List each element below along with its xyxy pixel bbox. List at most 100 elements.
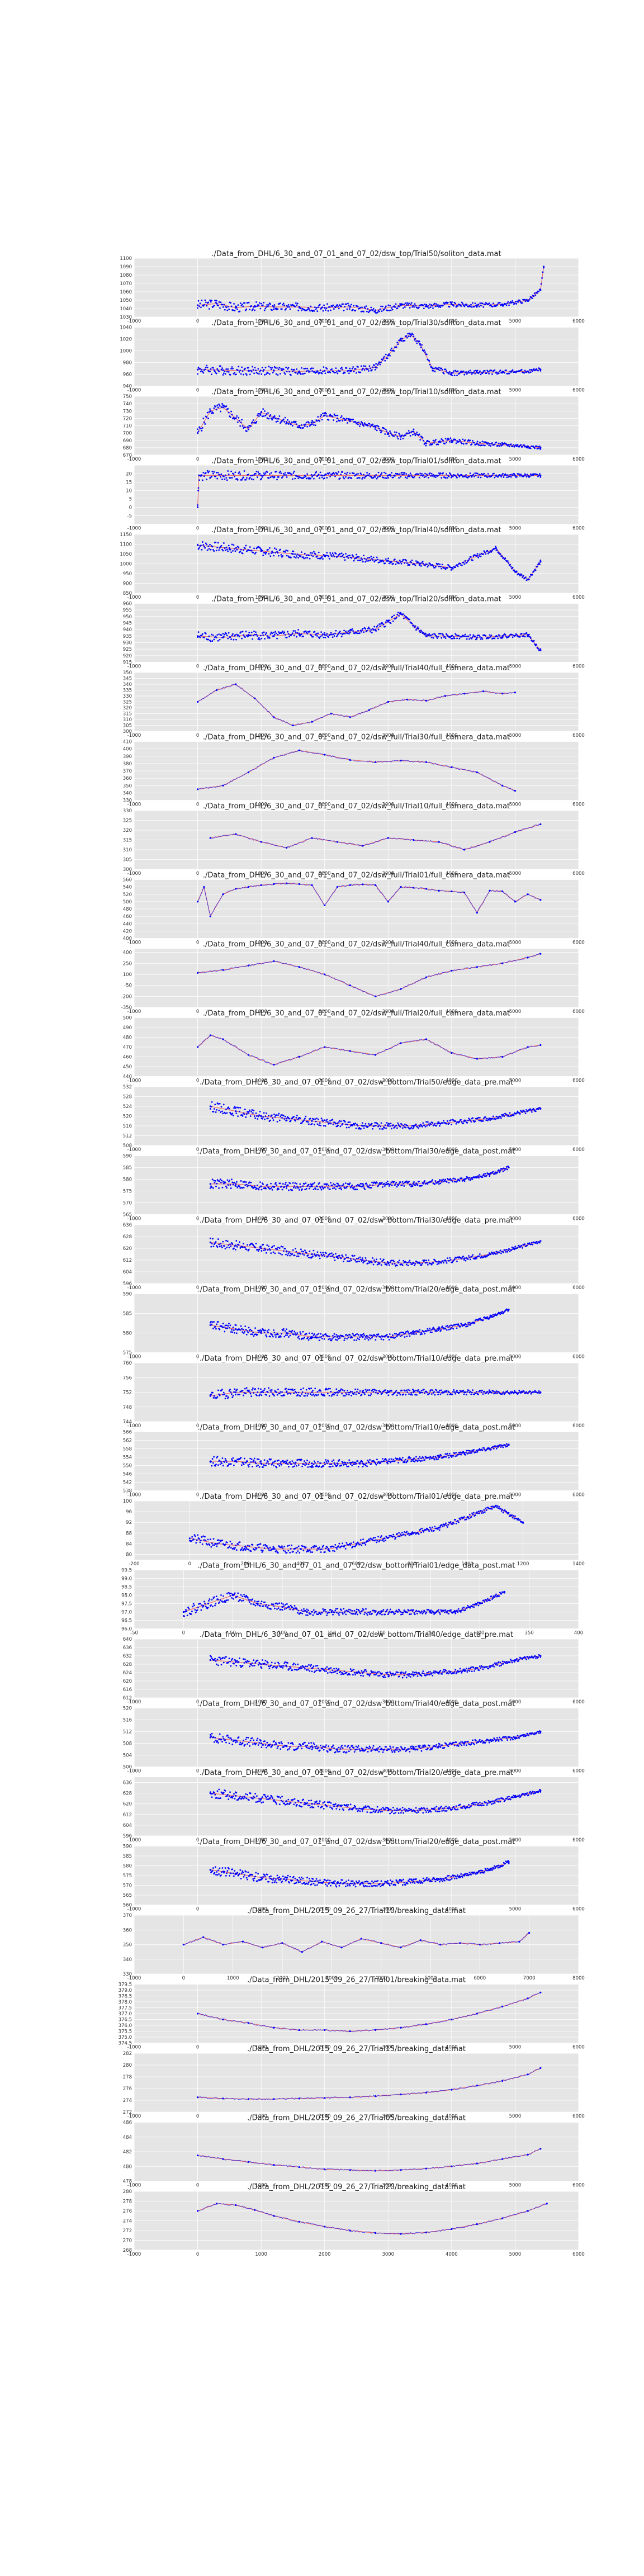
data-point — [344, 1187, 346, 1189]
data-point — [255, 633, 258, 636]
data-point — [423, 349, 425, 351]
data-point — [438, 472, 440, 474]
data-point — [231, 477, 233, 479]
data-point — [292, 630, 295, 632]
data-point — [434, 1183, 435, 1185]
data-point — [500, 476, 503, 478]
data-point — [461, 636, 463, 638]
data-point — [505, 1251, 507, 1253]
data-point — [245, 1248, 248, 1251]
data-point — [247, 1185, 249, 1187]
data-point — [424, 564, 426, 566]
data-point — [501, 693, 504, 695]
data-point — [283, 304, 286, 306]
data-point — [216, 1323, 218, 1325]
data-point — [362, 1259, 364, 1261]
y-tick-label: 1080 — [120, 273, 132, 278]
data-point — [214, 370, 216, 372]
data-point — [471, 306, 473, 308]
data-point — [196, 432, 199, 434]
data-point — [226, 479, 228, 481]
data-point — [467, 635, 470, 637]
data-point — [325, 555, 327, 556]
data-point — [423, 1181, 425, 1183]
data-point — [272, 1117, 274, 1119]
data-point — [391, 347, 392, 349]
data-point — [461, 1324, 463, 1325]
x-tick-label: 1000 — [255, 526, 267, 532]
subplot-15: -1000 0 1000 2000 3000 4000 5000 60005966046126… — [123, 1216, 585, 1291]
data-point — [208, 308, 210, 310]
y-tick-label: 420 — [123, 929, 132, 934]
data-point — [501, 890, 504, 893]
data-point — [245, 1116, 247, 1118]
data-point — [273, 1332, 276, 1334]
data-point — [445, 1325, 447, 1327]
data-point — [448, 1122, 450, 1124]
data-point — [413, 1181, 415, 1183]
data-point — [339, 419, 341, 422]
data-point — [397, 343, 399, 345]
data-point — [432, 637, 434, 639]
data-point — [302, 1338, 305, 1339]
data-point — [468, 1177, 471, 1178]
data-point — [414, 434, 416, 437]
data-point — [319, 477, 321, 479]
data-point — [381, 430, 383, 432]
data-point — [224, 633, 226, 636]
y-tick-label: 930 — [123, 641, 132, 646]
data-point — [469, 634, 471, 636]
data-point — [228, 632, 230, 634]
data-point — [533, 295, 535, 297]
data-point — [477, 476, 480, 478]
data-point — [438, 1181, 440, 1183]
data-point — [364, 1125, 366, 1127]
data-point — [324, 633, 326, 636]
data-point — [402, 307, 404, 309]
data-point — [347, 418, 349, 420]
data-point — [479, 1174, 481, 1176]
data-point — [413, 428, 415, 430]
data-point — [399, 1332, 401, 1334]
data-point — [277, 633, 279, 636]
data-point — [255, 422, 257, 424]
data-point — [212, 1111, 215, 1113]
data-point — [432, 475, 434, 477]
data-point — [271, 367, 273, 369]
x-tick-label: 2000 — [319, 733, 331, 738]
data-point — [335, 635, 338, 637]
x-tick-label: 6000 — [572, 1216, 585, 1222]
data-point — [343, 477, 345, 480]
data-point — [320, 1188, 323, 1191]
data-point — [401, 1184, 403, 1186]
data-point — [252, 421, 254, 423]
data-point — [344, 633, 346, 634]
data-point — [425, 305, 428, 307]
data-point — [202, 472, 205, 473]
data-point — [376, 1123, 378, 1125]
subplot-1: -1000 0 1000 2000 3000 4000 5000 60001030104010… — [120, 250, 584, 324]
subplot-title: ./Data_from_DHL/6_30_and_07_01_and_07_02… — [211, 595, 501, 604]
data-point — [452, 1325, 453, 1327]
data-point — [283, 474, 286, 476]
data-point — [442, 1122, 444, 1124]
data-point — [234, 471, 236, 473]
y-tick-label: 300 — [123, 867, 132, 873]
data-point — [229, 1111, 231, 1114]
data-point — [470, 556, 472, 558]
data-point — [205, 542, 207, 544]
data-point — [212, 367, 214, 369]
data-point — [429, 304, 431, 305]
data-point — [268, 637, 271, 639]
data-point — [541, 277, 543, 279]
data-point — [366, 423, 368, 425]
data-point — [239, 1241, 240, 1243]
data-point — [409, 472, 411, 475]
data-point — [361, 1257, 363, 1259]
data-point — [337, 471, 339, 473]
data-point — [396, 307, 399, 309]
data-point — [209, 837, 211, 839]
data-point — [216, 1245, 217, 1247]
series — [209, 1101, 542, 1130]
data-point — [501, 474, 503, 476]
